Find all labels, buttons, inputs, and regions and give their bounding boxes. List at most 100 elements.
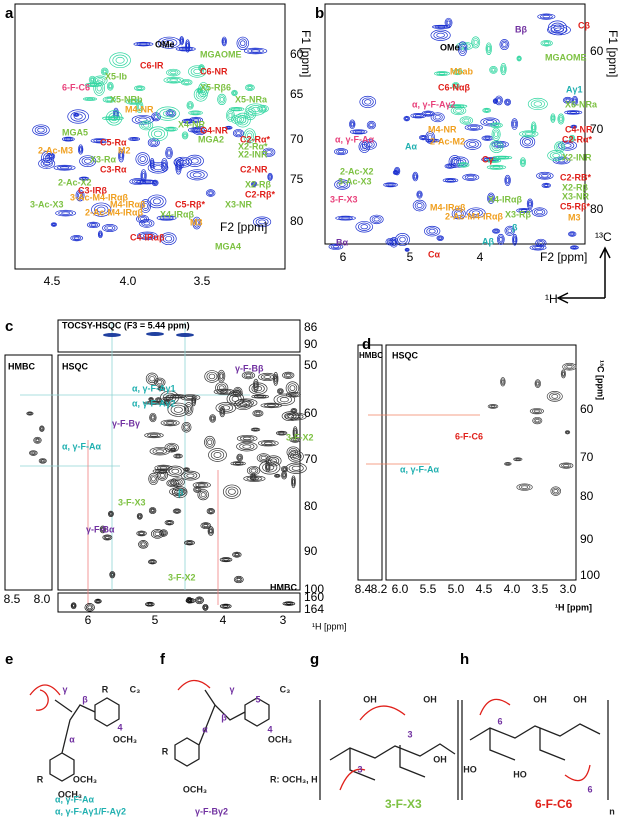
spectrum-contour — [44, 154, 51, 162]
spectrum-contour — [108, 112, 120, 124]
spectrum-contour — [334, 179, 351, 190]
spectrum-contour — [81, 156, 94, 166]
spectrum-contour — [110, 573, 114, 577]
spectrum-contour — [232, 129, 244, 138]
spectrum-contour — [85, 604, 94, 611]
spectrum-contour — [559, 116, 563, 122]
spectrum-contour — [221, 405, 231, 411]
spectrum-contour — [251, 394, 269, 399]
spectrum-contour — [276, 395, 292, 404]
spectrum-contour — [89, 76, 96, 83]
spectrum-contour — [412, 199, 427, 212]
spectrum-contour — [544, 41, 550, 45]
spectrum-contour — [273, 393, 296, 406]
spectrum-contour — [515, 458, 520, 461]
spectrum-contour — [564, 430, 571, 435]
peak-label: X3-Rβ — [505, 209, 532, 219]
spectrum-contour — [186, 395, 195, 400]
tick-label: 5 — [407, 250, 414, 264]
spectrum-contour — [154, 377, 166, 387]
spectrum-contour — [236, 114, 249, 126]
peak-label: β — [512, 222, 518, 232]
spectrum-contour — [148, 472, 159, 485]
spectrum-contour — [535, 380, 541, 387]
spectrum-contour — [192, 481, 211, 489]
spectrum-contour — [414, 201, 425, 210]
spectrum-contour — [524, 132, 533, 136]
spectrum-contour — [487, 192, 495, 204]
spectrum-contour — [517, 57, 521, 60]
spectrum-contour — [187, 598, 191, 602]
spectrum-contour — [75, 189, 85, 202]
spectrum-contour — [257, 104, 269, 113]
spectrum-contour — [203, 524, 209, 528]
spectrum-contour — [233, 108, 240, 111]
spectrum-contour — [500, 378, 505, 386]
atom-label: R — [162, 746, 169, 756]
spectrum-contour — [455, 108, 462, 113]
atom-label: 5 — [255, 694, 260, 704]
spectrum-contour — [209, 528, 213, 534]
spectrum-contour — [536, 171, 554, 180]
spectrum-contour — [247, 48, 264, 54]
peak-label: X5-NRb — [110, 94, 143, 104]
spectrum-contour — [285, 391, 301, 398]
spectrum-contour — [459, 162, 468, 167]
spectrum-contour — [360, 224, 368, 230]
spectrum-contour — [292, 453, 300, 460]
spectrum-contour — [417, 191, 422, 198]
spectrum-contour — [157, 386, 166, 391]
spectrum-contour — [369, 123, 374, 127]
spectrum-contour — [504, 225, 515, 236]
spectrum-contour — [207, 190, 215, 196]
spectrum-contour — [34, 126, 48, 135]
spectrum-contour — [80, 177, 88, 181]
caption: R: OCH₃, H — [270, 774, 318, 784]
tick-label: 80 — [290, 214, 304, 228]
spectrum-contour — [394, 171, 398, 174]
spectrum-contour — [489, 140, 504, 153]
spectrum-contour — [338, 182, 346, 187]
axis-label: ¹H [ppm] — [555, 602, 592, 612]
atom-label: β — [82, 694, 88, 704]
spectrum-contour — [72, 235, 82, 241]
spectrum-contour — [195, 487, 200, 492]
spectrum-contour — [150, 508, 155, 513]
spectrum-contour — [560, 369, 566, 379]
atom-label: R — [37, 774, 44, 784]
peak-label: X4-IRαβ — [160, 209, 195, 219]
spectrum-contour — [541, 182, 551, 189]
spectrum-contour — [150, 560, 155, 564]
spectrum-contour — [252, 182, 256, 186]
panel-c-strip — [57, 319, 301, 353]
spectrum-contour — [291, 477, 296, 487]
spectrum-contour — [466, 140, 479, 149]
spectrum-contour — [336, 149, 347, 155]
spectrum-contour — [74, 113, 79, 117]
peak-label: OMe — [155, 39, 175, 49]
spectrum-contour — [287, 383, 298, 393]
spectrum-contour — [139, 120, 154, 131]
spectrum-contour — [231, 395, 240, 402]
spectrum-contour — [106, 98, 113, 102]
spectrum-contour — [147, 559, 157, 565]
atom-label: α — [69, 734, 75, 744]
spectrum-contour — [245, 130, 255, 142]
spectrum-contour — [150, 196, 164, 207]
spectrum-contour — [538, 241, 544, 245]
spectrum-contour — [289, 385, 296, 391]
spectrum-contour — [492, 228, 501, 234]
tick-label: 3 — [280, 613, 287, 627]
spectrum-contour — [517, 56, 522, 61]
spectrum-contour — [184, 80, 190, 84]
spectrum-contour — [221, 557, 231, 562]
spectrum-contour — [444, 17, 453, 28]
peak-label: X3-Rα — [90, 154, 117, 164]
tick-label: 5.0 — [448, 582, 465, 596]
spectrum-contour — [288, 392, 299, 397]
spectrum-contour — [438, 236, 442, 240]
peak-label: 6-F-C6 — [455, 431, 483, 441]
spectrum-contour — [566, 110, 580, 115]
section-label: HSQC — [62, 361, 89, 371]
spectrum-contour — [228, 106, 245, 112]
